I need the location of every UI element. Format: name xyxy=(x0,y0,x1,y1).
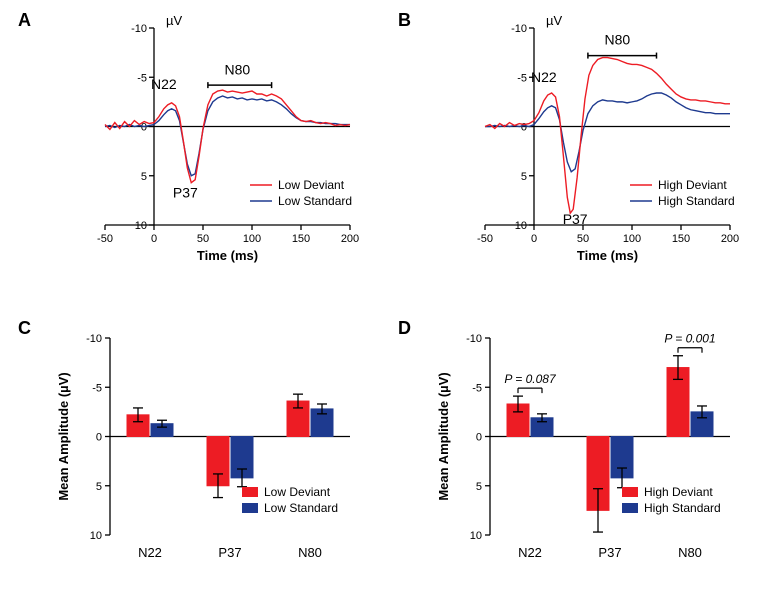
svg-text:100: 100 xyxy=(243,233,261,245)
svg-text:10: 10 xyxy=(470,530,482,542)
svg-text:N80: N80 xyxy=(298,545,322,560)
svg-text:5: 5 xyxy=(96,481,102,493)
svg-text:150: 150 xyxy=(672,233,690,245)
panel-label-c: C xyxy=(18,318,31,339)
svg-text:Mean Amplitude (µV): Mean Amplitude (µV) xyxy=(56,372,71,500)
svg-text:N80: N80 xyxy=(678,545,702,560)
svg-text:P37: P37 xyxy=(598,545,621,560)
svg-text:Low Standard: Low Standard xyxy=(264,501,338,515)
svg-text:High Deviant: High Deviant xyxy=(658,178,727,192)
svg-text:-5: -5 xyxy=(137,72,147,84)
svg-text:10: 10 xyxy=(90,530,102,542)
svg-text:50: 50 xyxy=(577,233,589,245)
panel-label-b: B xyxy=(398,10,411,31)
svg-text:-10: -10 xyxy=(466,333,482,345)
svg-text:5: 5 xyxy=(141,171,147,183)
svg-text:5: 5 xyxy=(521,171,527,183)
svg-text:-10: -10 xyxy=(86,333,102,345)
svg-text:-50: -50 xyxy=(97,233,113,245)
svg-text:10: 10 xyxy=(135,220,147,232)
svg-text:-5: -5 xyxy=(517,72,527,84)
svg-text:Low Deviant: Low Deviant xyxy=(264,485,331,499)
svg-text:0: 0 xyxy=(151,233,157,245)
svg-text:0: 0 xyxy=(96,432,102,444)
svg-text:N80: N80 xyxy=(224,61,250,77)
svg-text:10: 10 xyxy=(515,220,527,232)
svg-text:0: 0 xyxy=(476,432,482,444)
svg-text:P37: P37 xyxy=(563,211,588,227)
panel-d-chart: -10 -5 0 5 10 Mean Amplitude (µV) N22 P37 N80 P =… xyxy=(430,320,750,580)
svg-text:200: 200 xyxy=(341,233,359,245)
svg-text:P37: P37 xyxy=(173,184,198,200)
panel-b-chart: -10-50510µV-50050100150200Time (ms)N22P3… xyxy=(430,10,750,270)
panel-a-chart: -10-50510µV-50050100150200Time (ms)N22P3… xyxy=(50,10,370,270)
svg-text:µV: µV xyxy=(166,13,182,28)
svg-text:P37: P37 xyxy=(218,545,241,560)
svg-text:Mean Amplitude (µV): Mean Amplitude (µV) xyxy=(436,372,451,500)
svg-text:Time (ms): Time (ms) xyxy=(197,248,258,263)
svg-text:200: 200 xyxy=(721,233,739,245)
panel-label-a: A xyxy=(18,10,31,31)
svg-text:-50: -50 xyxy=(477,233,493,245)
svg-text:N80: N80 xyxy=(604,32,630,48)
svg-text:P = 0.001: P = 0.001 xyxy=(664,332,715,346)
svg-text:150: 150 xyxy=(292,233,310,245)
svg-text:Low Deviant: Low Deviant xyxy=(278,178,345,192)
svg-text:N22: N22 xyxy=(518,545,542,560)
svg-text:-10: -10 xyxy=(511,23,527,35)
svg-text:N22: N22 xyxy=(138,545,162,560)
panel-label-d: D xyxy=(398,318,411,339)
svg-text:N22: N22 xyxy=(531,69,557,85)
svg-text:P = 0.087: P = 0.087 xyxy=(504,372,557,386)
svg-text:Low Standard: Low Standard xyxy=(278,194,352,208)
svg-text:-5: -5 xyxy=(472,382,482,394)
svg-text:5: 5 xyxy=(476,481,482,493)
svg-text:Time (ms): Time (ms) xyxy=(577,248,638,263)
svg-text:High Deviant: High Deviant xyxy=(644,485,713,499)
svg-text:50: 50 xyxy=(197,233,209,245)
svg-text:100: 100 xyxy=(623,233,641,245)
svg-text:High Standard: High Standard xyxy=(658,194,735,208)
svg-text:N22: N22 xyxy=(151,76,177,92)
svg-text:µV: µV xyxy=(546,13,562,28)
svg-text:0: 0 xyxy=(531,233,537,245)
svg-text:0: 0 xyxy=(521,122,527,134)
svg-text:High Standard: High Standard xyxy=(644,501,721,515)
panel-c-chart: -10 -5 0 5 10 Mean Amplitude (µV) N22 P37 N80 Low… xyxy=(50,320,370,580)
svg-text:-10: -10 xyxy=(131,23,147,35)
svg-text:-5: -5 xyxy=(92,382,102,394)
